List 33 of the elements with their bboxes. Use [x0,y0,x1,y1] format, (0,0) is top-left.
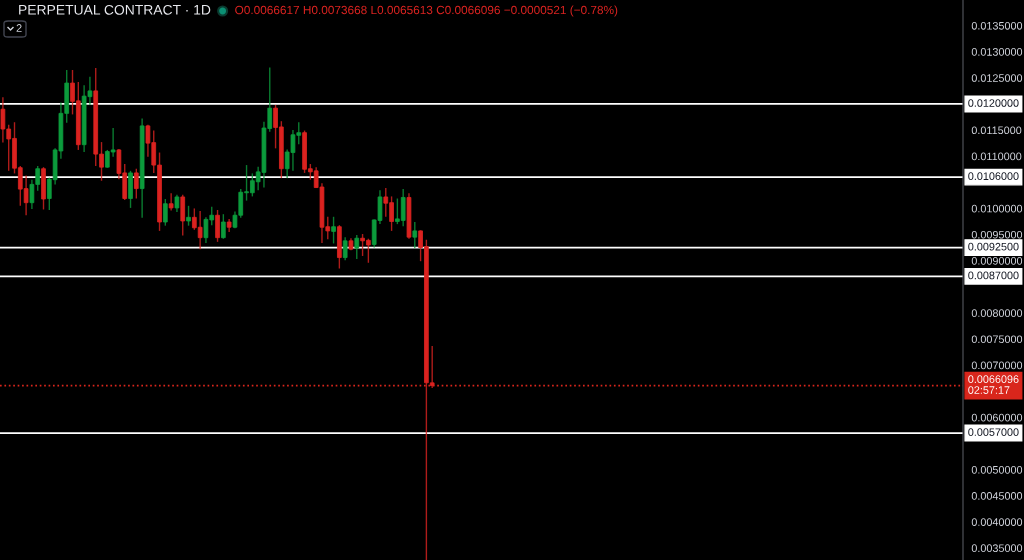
y-tick-label: 0.0060000 [971,413,1023,422]
candlestick [186,205,191,227]
y-tick-label: 0.0115000 [971,126,1022,135]
y-tick-label: 0.0035000 [971,544,1023,553]
candlestick [331,216,336,245]
y-tick-label: 0.0045000 [971,492,1023,500]
y-tick-label: 0.0090000 [971,257,1023,265]
y-tick-label: 0.0125000 [971,74,1023,82]
ref-line-label: 0.0092500 [968,242,1019,251]
candlestick [180,194,186,237]
y-tick-label: 0.0130000 [971,48,1023,56]
candlestick [163,198,168,227]
candlestick [174,194,180,213]
y-tick-label: 0.0040000 [971,518,1023,526]
y-tick-label: 0.0050000 [971,465,1023,474]
annotation: 2 [16,24,22,32]
y-tick-label: 0.0095000 [971,230,1023,239]
ref-line-label: 0.0057000 [968,428,1019,436]
candlestick [354,234,360,260]
y-tick-label: 0.0070000 [971,361,1023,370]
candlestick [412,221,418,249]
ref-line-label: 0.0087000 [968,271,1019,280]
y-tick-label: 0.0075000 [971,335,1023,344]
y-tick-label: 0.0135000 [971,21,1023,30]
chart-title: PERPETUAL CONTRACT · 1D [19,4,211,15]
y-tick-label: 0.0100000 [971,204,1023,213]
ref-line-label: 0.0106000 [968,172,1019,180]
y-tick-label: 0.0080000 [971,309,1023,317]
ref-line-label: 0.0066096 02:57:17 [968,375,1019,394]
candlestick [348,237,354,251]
chart-subtitle: O0.0066617 H0.0073668 L0.0065613 C0.0066096 −0.0000521 (−0.78%) [235,5,618,17]
ref-line-label: 0.0120000 [968,99,1019,107]
y-tick-label: 0.0110000 [971,152,1022,161]
